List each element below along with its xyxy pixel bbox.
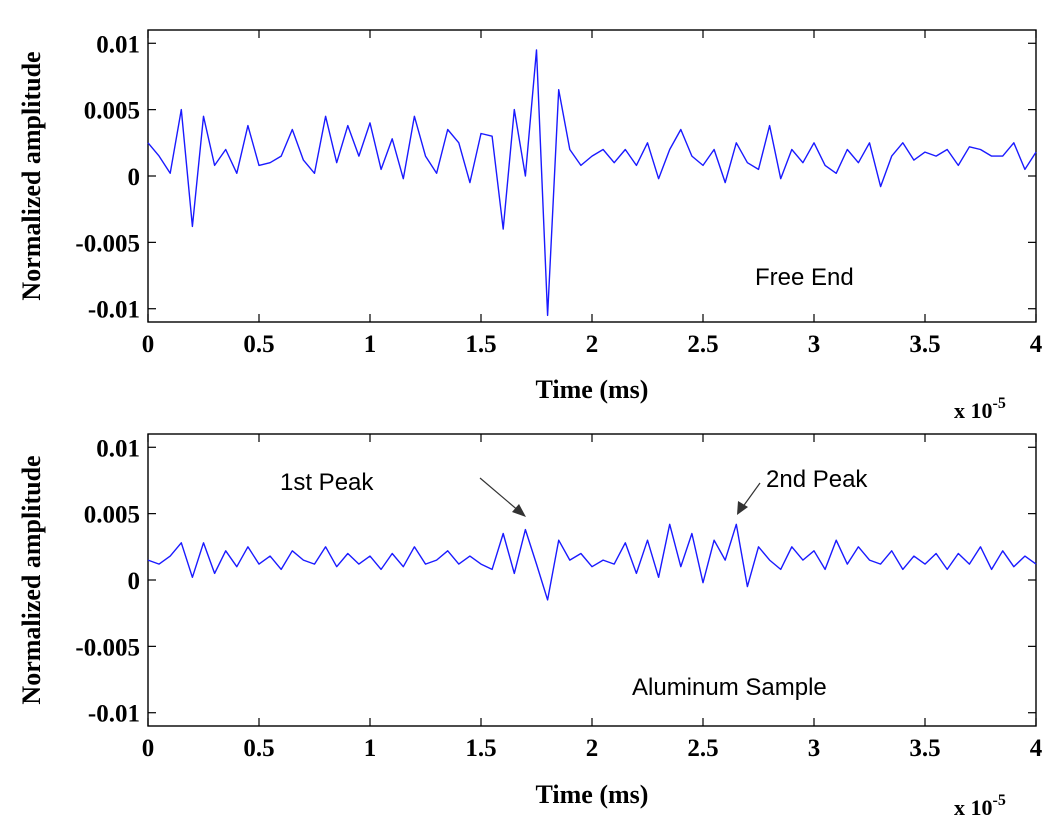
y-tick-label: 0.005 xyxy=(84,502,140,529)
annotation-free-end: Free End xyxy=(755,264,854,291)
y-tick-label: 0.01 xyxy=(96,435,140,462)
x-tick-label: 4 xyxy=(1030,331,1043,358)
x-tick-label: 2.5 xyxy=(687,331,718,358)
series-line xyxy=(147,49,1037,317)
x-tick-label: 1 xyxy=(364,735,377,762)
y-axis-label: Normalized amplitude xyxy=(17,51,46,300)
x-tick-label: 2.5 xyxy=(687,735,718,762)
plot-area-frame xyxy=(147,29,1037,323)
x-tick-labels: 0 0.5 1 1.5 2 2.5 3 3.5 4 xyxy=(142,735,1043,762)
x-tick-label: 4 xyxy=(1030,735,1043,762)
x-tick-label: 0.5 xyxy=(243,735,274,762)
x-tick-label: 0 xyxy=(142,735,155,762)
x-tick-label: 2 xyxy=(586,331,599,358)
arrow-2nd-peak xyxy=(741,482,761,509)
annotation-1st-peak: 1st Peak xyxy=(280,469,374,496)
chart-panel-aluminum-sample: 0 0.5 1 1.5 2 2.5 3 3.5 4 0.010.0050-0.005-0.01 … xyxy=(17,433,1043,820)
y-tick-label: -0.005 xyxy=(75,634,140,661)
y-tick-label: 0.01 xyxy=(96,31,140,58)
y-tick-label: -0.005 xyxy=(75,230,140,257)
x-axis-label: Time (ms) xyxy=(536,780,649,809)
y-axis-label: Normalized amplitude xyxy=(17,455,46,704)
y-tick-label: -0.01 xyxy=(88,701,140,728)
y-tick-label: 0.005 xyxy=(84,98,140,125)
arrow-1st-peak xyxy=(479,477,521,513)
x-tick-label: 3.5 xyxy=(909,735,940,762)
chart-panel-free-end: 0 0.5 1 1.5 2 2.5 3 3.5 4 0.010.0050-0.005-0.01 … xyxy=(17,29,1043,423)
x-tick-label: 0 xyxy=(142,331,155,358)
x-tick-label: 2 xyxy=(586,735,599,762)
x-tick-label: 1.5 xyxy=(465,735,496,762)
x-tick-label: 1 xyxy=(364,331,377,358)
x-tick-labels: 0 0.5 1 1.5 2 2.5 3 3.5 4 xyxy=(142,331,1043,358)
x-axis-label: Time (ms) xyxy=(536,375,649,404)
x-tick-label: 1.5 xyxy=(465,331,496,358)
x-tick-label: 3 xyxy=(808,331,821,358)
x-tick-label: 3.5 xyxy=(909,331,940,358)
x-exponent-power: -5 xyxy=(993,395,1006,412)
axis-ticks xyxy=(147,434,1037,726)
x-exponent-label: x 10-5 xyxy=(954,395,1006,423)
y-tick-labels: 0.01 0.005 0 -0.005 -0.01 xyxy=(75,31,140,323)
x-exponent-label: x 10-5 xyxy=(954,792,1006,820)
arrowhead-2nd-peak xyxy=(737,501,748,515)
y-tick-label: 0 xyxy=(128,164,141,191)
x-exponent-base: x 10 xyxy=(954,398,993,423)
x-exponent-base: x 10 xyxy=(954,795,993,820)
annotation-2nd-peak: 2nd Peak xyxy=(766,466,868,493)
y-tick-label: 0 xyxy=(128,568,141,595)
y-tick-labels: 0.01 0.005 0 -0.005 -0.01 xyxy=(75,435,140,727)
y-tick-label: -0.01 xyxy=(88,297,140,324)
x-tick-label: 3 xyxy=(808,735,821,762)
series-line xyxy=(147,523,1037,601)
arrowhead-1st-peak xyxy=(512,504,526,517)
x-tick-label: 0.5 xyxy=(243,331,274,358)
annotation-aluminum-sample: Aluminum Sample xyxy=(632,674,827,701)
axis-ticks xyxy=(147,30,1037,322)
x-exponent-power: -5 xyxy=(993,792,1006,809)
